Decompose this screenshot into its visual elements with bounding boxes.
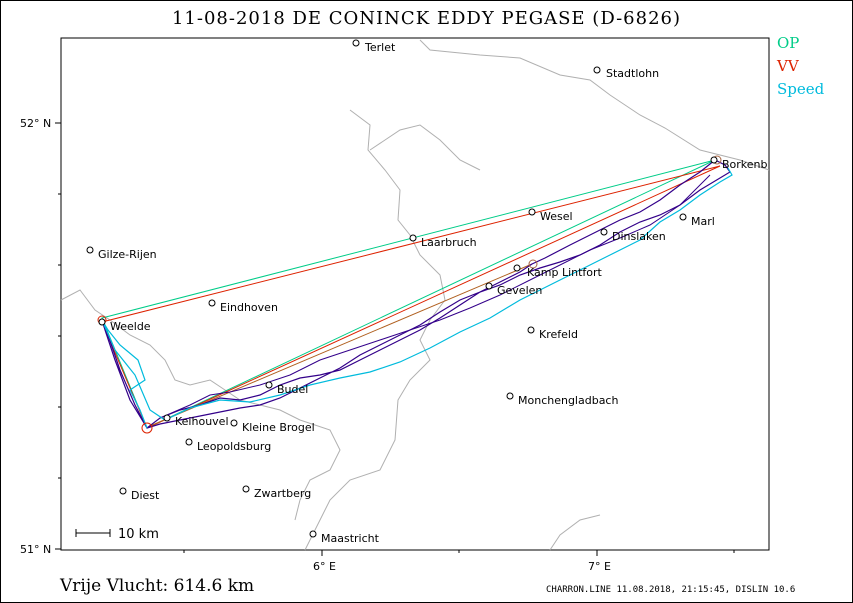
axis-ticks (55, 122, 735, 556)
town-label: Gilze-Rijen (98, 248, 157, 261)
town-label: Kleine Brogel (242, 421, 315, 434)
town-label: Kamp Lintfort (527, 266, 603, 279)
town-label: Eindhoven (220, 301, 278, 314)
town-label: Marl (691, 215, 715, 228)
footer-info: CHARRON.LINE 11.08.2018, 21:15:45, DISLI… (546, 585, 796, 595)
lon-label-6: 6° E (313, 560, 336, 573)
town-label: Borkenb (722, 158, 768, 171)
town-label: Stadtlohn (606, 67, 659, 80)
town-label: Monchengladbach (518, 394, 618, 407)
lat-label-51: 51° N (20, 543, 51, 556)
op-line (101, 159, 716, 429)
scale-bar-label: 10 km (118, 527, 159, 542)
flight-track (101, 159, 731, 429)
town-label: Keihouvel (175, 415, 229, 428)
plot-frame (60, 37, 770, 551)
turnpoint-kamp-marker (528, 259, 538, 269)
country-borders (60, 39, 770, 551)
legend-op: OP (777, 34, 800, 52)
scale-bar (75, 529, 111, 537)
town-label: Zwartberg (254, 487, 311, 500)
town-label: Laarbruch (421, 236, 477, 249)
leg-line (149, 263, 533, 427)
town-markers (86, 39, 718, 538)
town-label: Budel (277, 383, 308, 396)
legend-speed: Speed (777, 80, 825, 98)
speed-trace (101, 167, 733, 429)
town-label: Krefeld (539, 328, 578, 341)
town-label: Terlet (364, 41, 396, 54)
town-label: Wesel (540, 210, 573, 223)
distance-label: Vrije Vlucht: 614.6 km (60, 576, 255, 596)
town-label: Dinslaken (612, 230, 666, 243)
vv-line (101, 165, 721, 429)
lat-label-52: 52° N (20, 117, 51, 130)
lon-label-7: 7° E (588, 560, 611, 573)
town-label: Gevelen (497, 284, 542, 297)
flight-track-2 (159, 174, 711, 419)
town-label: Diest (131, 489, 160, 502)
start-marker (141, 422, 153, 434)
town-label: Weelde (110, 320, 151, 333)
town-label: Maastricht (321, 532, 380, 545)
town-label: Leopoldsburg (197, 440, 271, 453)
map-title: 11-08-2018 DE CONINCK EDDY PEGASE (D-682… (171, 8, 681, 29)
legend-vv: VV (777, 57, 799, 75)
